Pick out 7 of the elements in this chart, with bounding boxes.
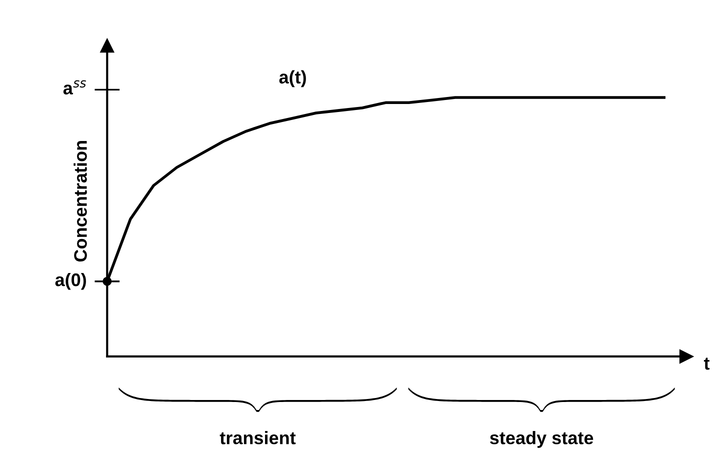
- series-label: a(t): [279, 70, 306, 88]
- text: a$^{ss}$: [63, 80, 86, 94]
- x-axis-title: t: [704, 358, 710, 370]
- text: steady state: [490, 431, 594, 448]
- y-axis-title: Concentration: [74, 141, 87, 262]
- text: transient: [220, 431, 296, 444]
- text: a(0): [55, 272, 86, 290]
